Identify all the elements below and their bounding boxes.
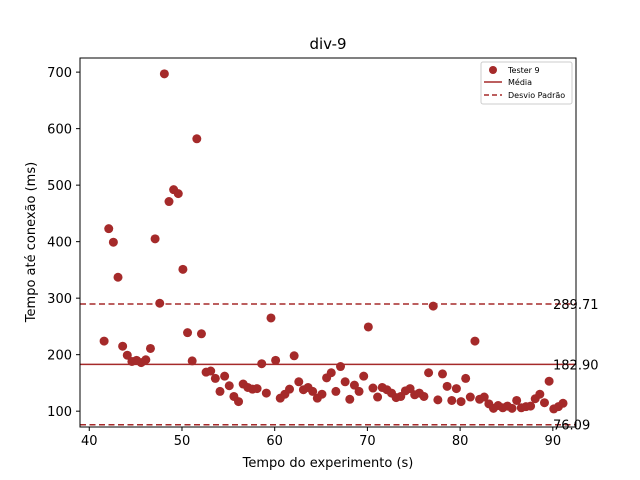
data-point (224, 381, 234, 391)
data-point (345, 394, 355, 404)
data-point (234, 397, 244, 407)
data-points (99, 69, 568, 414)
data-point (512, 395, 522, 405)
data-point (479, 392, 489, 402)
data-point (294, 377, 304, 387)
chart-title: div-9 (309, 35, 346, 53)
data-point (340, 377, 350, 387)
x-axis-ticks: 40 50 60 70 80 90 (81, 427, 561, 449)
y-tick-label: 100 (47, 405, 72, 420)
data-point (206, 366, 216, 376)
data-point (368, 383, 378, 393)
x-tick-label: 60 (266, 434, 283, 449)
data-point (99, 336, 109, 346)
reference-label-lower-std: 76.09 (553, 419, 590, 434)
data-point (363, 322, 373, 332)
data-point (150, 234, 160, 244)
data-point (465, 392, 475, 402)
data-point (173, 189, 183, 199)
data-point (178, 264, 188, 274)
data-point (470, 336, 480, 346)
y-axis-ticks: 100 200 300 400 500 600 700 (47, 66, 80, 420)
y-tick-label: 400 (47, 236, 72, 251)
data-point (196, 329, 206, 339)
data-point (155, 298, 165, 308)
x-tick-label: 50 (174, 434, 191, 449)
data-point (442, 381, 452, 391)
x-tick-label: 70 (359, 434, 376, 449)
data-point (451, 384, 461, 394)
data-point (122, 350, 132, 360)
data-point (526, 401, 536, 411)
reference-lines (80, 303, 576, 426)
data-point (210, 373, 220, 383)
data-point (419, 391, 429, 401)
data-point (544, 376, 554, 386)
data-point (507, 403, 517, 413)
data-point (326, 368, 336, 378)
data-point (261, 388, 271, 398)
data-point (220, 371, 230, 381)
data-point (108, 237, 118, 247)
x-tick-label: 80 (452, 434, 469, 449)
data-point (266, 313, 276, 323)
legend-marker-icon (489, 66, 497, 74)
legend-label-tester: Tester 9 (507, 66, 540, 75)
plot-frame (79, 57, 577, 428)
data-point (456, 397, 466, 407)
data-point (405, 384, 415, 394)
legend-label-mean: Média (508, 77, 532, 87)
y-tick-label: 700 (47, 66, 72, 81)
data-point (104, 224, 114, 234)
data-point (373, 392, 383, 402)
data-point (539, 398, 549, 408)
data-point (359, 371, 369, 381)
data-point (308, 386, 318, 396)
legend-label-std: Desvio Padrão (508, 91, 565, 100)
data-point (331, 386, 341, 396)
x-axis-label: Tempo do experimento (s) (242, 456, 414, 471)
data-point (271, 355, 281, 365)
y-tick-label: 200 (47, 349, 72, 364)
data-point (187, 356, 197, 366)
data-point (164, 197, 174, 207)
data-point (113, 272, 123, 282)
data-point (159, 69, 169, 79)
data-point (183, 328, 193, 338)
x-tick-label: 40 (81, 434, 98, 449)
data-point (317, 389, 327, 399)
data-point (424, 368, 434, 378)
data-point (192, 134, 202, 144)
data-point (118, 341, 128, 351)
data-point (428, 301, 438, 311)
data-point (349, 380, 359, 390)
data-point (289, 351, 299, 361)
y-axis-label: Tempo até conexão (ms) (24, 162, 39, 323)
y-tick-label: 600 (47, 123, 72, 138)
data-point (433, 395, 443, 405)
legend: Tester 9 Média Desvio Padrão (480, 61, 573, 105)
data-point (215, 386, 225, 396)
data-point (437, 369, 447, 379)
data-point (257, 359, 267, 369)
data-point (252, 384, 262, 394)
data-point (141, 355, 151, 365)
data-point (285, 384, 295, 394)
data-point (336, 362, 346, 372)
data-point (461, 373, 471, 383)
data-point (145, 343, 155, 353)
data-point (535, 389, 545, 399)
data-point (447, 395, 457, 405)
x-tick-label: 90 (545, 434, 562, 449)
data-point (558, 398, 568, 408)
y-tick-label: 500 (47, 179, 72, 194)
data-point (354, 386, 364, 396)
legend-box (480, 61, 573, 105)
y-tick-label: 300 (47, 292, 72, 307)
